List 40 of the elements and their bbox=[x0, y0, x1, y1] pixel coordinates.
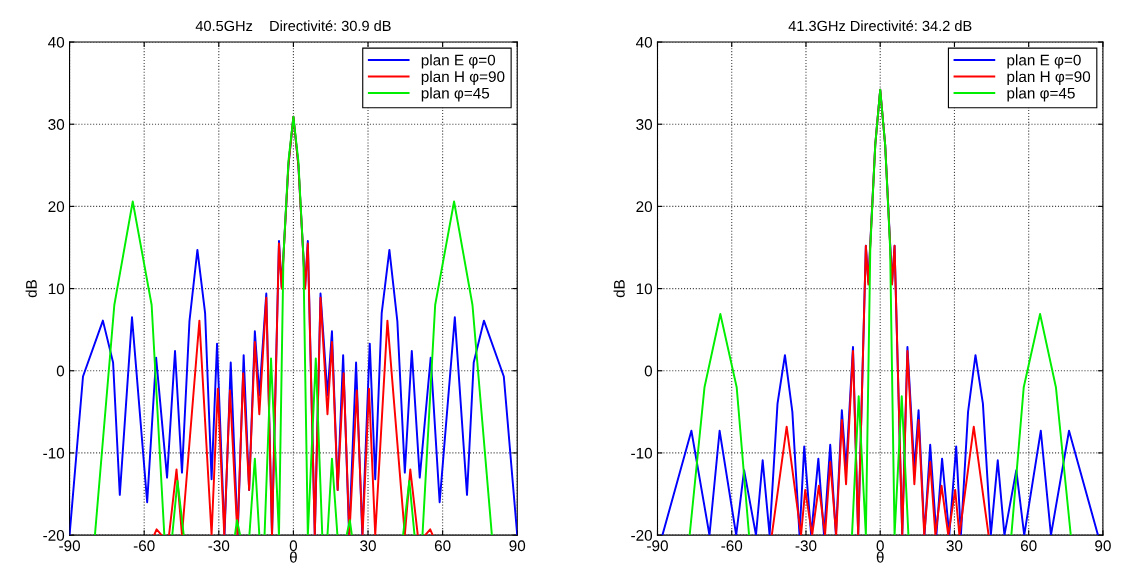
legend-label: plan φ=45 bbox=[1007, 87, 1075, 102]
chart-title: 41.3GHz Directivité: 34.2 dB bbox=[788, 20, 972, 32]
legend-label: plan E φ=0 bbox=[421, 54, 496, 69]
y-tick-label: 0 bbox=[56, 365, 65, 377]
x-tick-label: -90 bbox=[647, 540, 668, 552]
y-tick-label: 40 bbox=[48, 36, 65, 48]
y-tick-label: -10 bbox=[43, 447, 65, 459]
y-tick-label: -20 bbox=[43, 529, 65, 541]
chart-title: 40.5GHz Directivité: 30.9 dB bbox=[195, 20, 391, 32]
x-tick-label: 0 bbox=[289, 540, 298, 552]
y-axis-title: dB bbox=[613, 280, 625, 298]
x-tick-label: 30 bbox=[946, 540, 963, 552]
x-tick-label: 90 bbox=[1095, 540, 1111, 552]
y-tick-label: 10 bbox=[48, 283, 65, 295]
y-tick-label: 20 bbox=[636, 201, 653, 213]
x-tick-label: -30 bbox=[795, 540, 817, 552]
x-tick-label: 60 bbox=[1020, 540, 1037, 552]
y-tick-label: -20 bbox=[631, 529, 653, 541]
y-axis-title: dB bbox=[25, 280, 37, 298]
x-tick-label: 60 bbox=[434, 540, 451, 552]
y-tick-label: 10 bbox=[636, 283, 653, 295]
legend-label: plan φ=45 bbox=[421, 87, 490, 102]
legend-label: plan H φ=90 bbox=[421, 70, 505, 86]
legend-label: plan E φ=0 bbox=[1007, 54, 1081, 69]
y-tick-label: -10 bbox=[631, 447, 653, 459]
x-tick-label: -60 bbox=[721, 540, 743, 552]
y-tick-label: 40 bbox=[635, 36, 653, 48]
x-tick-label: 90 bbox=[509, 540, 526, 552]
x-tick-label: 0 bbox=[876, 540, 884, 552]
x-axis-title: θ bbox=[289, 551, 297, 563]
x-tick-label: -90 bbox=[59, 540, 81, 552]
x-tick-label: 30 bbox=[360, 540, 376, 552]
y-tick-label: 30 bbox=[636, 119, 653, 130]
x-tick-label: -30 bbox=[208, 540, 230, 552]
y-tick-label: 20 bbox=[48, 201, 65, 213]
y-tick-label: 30 bbox=[48, 119, 65, 130]
x-tick-label: -60 bbox=[133, 540, 155, 552]
legend-label: plan H φ=90 bbox=[1007, 70, 1091, 86]
y-tick-label: 0 bbox=[644, 365, 653, 377]
x-axis-title: θ bbox=[876, 551, 884, 563]
